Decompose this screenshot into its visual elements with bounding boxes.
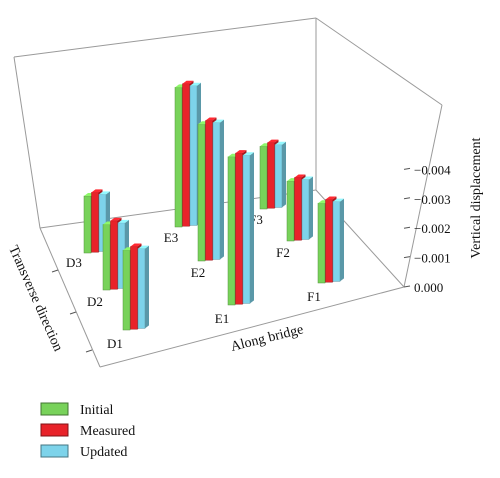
- legend-label: Initial: [80, 403, 114, 418]
- right-post: [403, 104, 443, 288]
- bar-cluster-e1: [227, 150, 254, 306]
- bar-top: [243, 152, 254, 156]
- bar-f3-1: [267, 142, 275, 209]
- bar-e2-1: [205, 120, 213, 261]
- bar-f1-0: [317, 202, 326, 284]
- floor-front-edge: [99, 286, 405, 368]
- bar-top: [213, 119, 224, 123]
- z-axis-label: Vertical displacement: [469, 137, 484, 258]
- legend-swatch: [40, 423, 69, 437]
- bar-d2-1: [110, 220, 118, 290]
- point-label: E2: [191, 265, 205, 280]
- bar-e1-0: [227, 156, 236, 306]
- z-tick-label: −0.004: [414, 162, 451, 177]
- bar-side: [145, 245, 149, 329]
- z-tick: [403, 285, 411, 288]
- bar-side: [309, 176, 313, 240]
- bar-top: [302, 176, 313, 180]
- bar-top: [235, 150, 247, 154]
- bar-cluster-e3: [174, 80, 201, 228]
- back-left-post: [13, 56, 41, 229]
- z-tick: [403, 197, 411, 200]
- x-axis-label: Along bridge: [229, 322, 305, 355]
- point-label: F2: [276, 245, 290, 260]
- bar-top: [182, 80, 194, 84]
- bar-top: [110, 217, 122, 221]
- bar-f1-2: [332, 201, 341, 282]
- bar-top: [118, 219, 129, 223]
- bar-d2-0: [102, 224, 111, 291]
- y-tick: [51, 269, 59, 273]
- z-tick-label: −0.003: [414, 192, 451, 207]
- bar-e2-0: [197, 123, 206, 262]
- bar-side: [250, 152, 254, 304]
- bar-d1-0: [122, 249, 131, 331]
- bar-e1-1: [235, 152, 243, 305]
- bar-f1-1: [325, 199, 333, 283]
- y-tick: [85, 349, 93, 353]
- z-tick-label: −0.002: [414, 221, 451, 236]
- bar-f3-2: [274, 144, 283, 208]
- z-tick: [403, 256, 411, 259]
- bar-top: [99, 191, 110, 195]
- bar-cluster-f2: [286, 174, 313, 242]
- bar-cluster-f1: [317, 196, 344, 284]
- bar-cluster-f3: [259, 139, 286, 210]
- top-right-edge: [315, 17, 443, 106]
- bar-top: [190, 82, 201, 86]
- z-axis: 0.000 −0.001 −0.002 −0.003 −0.004: [403, 162, 451, 295]
- bar-side: [282, 141, 286, 208]
- bar-top: [91, 189, 103, 193]
- y-tick: [69, 311, 77, 315]
- transverse-axis: [51, 269, 93, 353]
- bar-e3-0: [174, 87, 183, 228]
- point-label: E1: [215, 311, 229, 326]
- z-tick: [403, 167, 411, 170]
- legend-swatch: [40, 444, 69, 458]
- bar-d3-1: [91, 192, 99, 253]
- z-tick: [403, 226, 411, 229]
- point-label: D3: [66, 255, 82, 270]
- bar-e2-2: [212, 122, 221, 260]
- bar-e3-2: [189, 85, 198, 226]
- bar-top: [138, 245, 149, 249]
- bar-top: [333, 198, 344, 202]
- bar-f2-0: [286, 180, 295, 242]
- bar-e1-2: [242, 154, 251, 304]
- bar-e3-1: [182, 83, 190, 227]
- bar-top: [275, 141, 286, 145]
- bar-f2-2: [301, 179, 310, 240]
- top-back-edge: [13, 17, 317, 58]
- bar-cluster-e2: [197, 117, 224, 262]
- point-label: D1: [107, 336, 123, 351]
- legend-label: Measured: [80, 424, 135, 439]
- bar-side: [340, 198, 344, 282]
- point-label: F1: [307, 289, 321, 304]
- bar-cluster-d1: [122, 243, 149, 331]
- floor-left-edge: [39, 227, 101, 368]
- legend: Initial Measured Updated: [40, 402, 135, 460]
- bar-f3-0: [259, 146, 268, 210]
- legend-swatch: [40, 402, 69, 416]
- z-tick-label: −0.001: [414, 251, 451, 266]
- bar-d3-0: [83, 195, 92, 254]
- bar-d1-1: [130, 246, 138, 330]
- bar-f2-1: [294, 177, 302, 241]
- bar-top: [325, 196, 337, 200]
- point-label: E3: [164, 230, 178, 245]
- bar-top: [267, 139, 279, 143]
- z-tick-label: 0.000: [414, 280, 443, 295]
- y-axis-label: Transverse direction: [5, 243, 65, 353]
- point-label: D2: [87, 294, 103, 309]
- bar-top: [294, 174, 306, 178]
- bar-top: [205, 117, 217, 121]
- bar-d1-2: [137, 248, 146, 329]
- bar-top: [130, 243, 142, 247]
- legend-label: Updated: [80, 445, 127, 460]
- bar-side: [220, 119, 224, 260]
